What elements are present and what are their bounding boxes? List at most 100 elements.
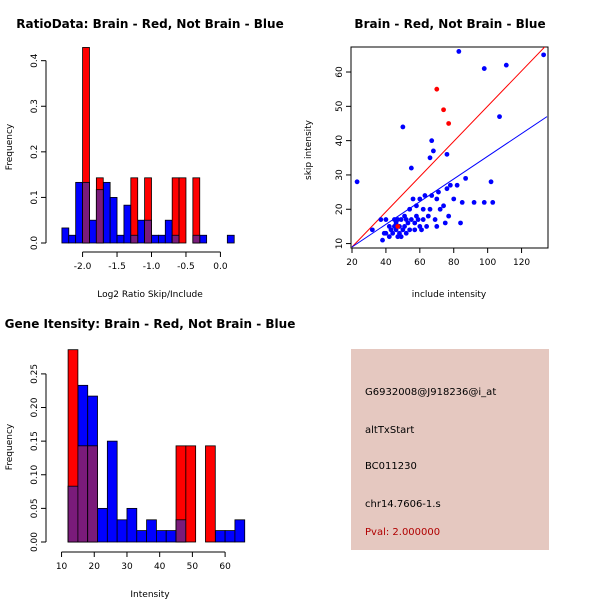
scatter-point-not-brain [424, 224, 430, 229]
scatter-point-brain [434, 86, 440, 92]
scatter-point-not-brain [412, 227, 418, 233]
histogram-bar-not-brain [156, 530, 167, 543]
ratio-histogram-ylabel: Frequency [5, 123, 15, 170]
histogram-bar-not-brain [146, 519, 157, 543]
scatter-point-not-brain [383, 230, 389, 236]
scatter-point-not-brain [434, 196, 440, 202]
ratio-histogram-x-tick-label: 0.0 [213, 262, 228, 272]
histogram-bar-not-brain [109, 197, 118, 244]
ratio-histogram-x-tick-label: -1.0 [143, 262, 161, 272]
scatter-point-not-brain [407, 206, 413, 212]
histogram-bar-not-brain [116, 234, 125, 244]
histogram-bar-not-brain [157, 234, 166, 244]
histogram-bar-not-brain [234, 519, 246, 543]
scatter-point-brain [395, 224, 401, 229]
intensity-scatter-y-tick-label: 50 [335, 100, 345, 112]
scatter-point-not-brain [405, 220, 411, 226]
intensity-scatter-y-tick-label: 20 [335, 203, 345, 215]
scatter-point-not-brain [420, 217, 426, 222]
scatter-point-not-brain [497, 114, 502, 120]
histogram-bar-brain [185, 445, 197, 543]
histogram-bar-overlap [77, 445, 89, 543]
scatter-point-not-brain [398, 217, 404, 222]
scatter-point-not-brain [395, 217, 401, 222]
scatter-point-not-brain [415, 217, 421, 222]
histogram-bar-brain [192, 177, 201, 244]
histogram-bar-not-brain [126, 507, 138, 543]
scatter-point-not-brain [451, 196, 457, 202]
histogram-bar-overlap [171, 234, 180, 244]
scatter-point-not-brain [490, 199, 496, 205]
intensity-scatter-x-tick-label: 100 [479, 258, 496, 268]
ratio-histogram-xlabel: Log2 Ratio Skip/Include [97, 290, 203, 300]
scatter-point-not-brain [408, 217, 414, 222]
scatter-point-not-brain [427, 206, 433, 212]
histogram-bar-not-brain [137, 219, 146, 244]
gene-intensity-histogram: Gene Itensity: Brain - Red, Not Brain - … [5, 317, 296, 600]
ratio-histogram-title: RatioData: Brain - Red, Not Brain - Blue [16, 17, 283, 31]
histogram-bar-overlap [144, 219, 152, 244]
ratio-histogram-y-tick-label: 0.0 [30, 236, 40, 251]
scatter-point-not-brain [456, 49, 462, 54]
scatter-point-not-brain [481, 66, 487, 71]
scatter-point-not-brain [458, 220, 463, 226]
scatter-point-not-brain [444, 151, 450, 157]
scatter-point-not-brain [383, 217, 389, 222]
histogram-bar-not-brain [136, 530, 147, 543]
histogram-bar-not-brain [164, 219, 173, 244]
scatter-point-not-brain [471, 199, 477, 205]
histogram-bar-not-brain [75, 181, 83, 244]
scatter-point-not-brain [434, 224, 440, 229]
histogram-bar-brain [130, 177, 139, 244]
fit-line-red [351, 47, 546, 248]
location-text: chr14.7606-1.s [365, 499, 441, 510]
scatter-point-not-brain [459, 199, 465, 205]
intensity-scatter-y-tick-label: 40 [335, 135, 345, 147]
histogram-bar-brain [171, 177, 180, 244]
histogram-bar-not-brain [61, 227, 70, 244]
histogram-bar-overlap [192, 234, 201, 244]
info-panel: G6932008@J918236@i_at altTxStart BC01123… [351, 349, 549, 550]
ratio-histogram-y-tick-label: 0.4 [30, 53, 40, 68]
scatter-point-not-brain [446, 213, 452, 219]
histogram-bar-not-brain [102, 181, 111, 244]
scatter-point-brain [446, 121, 452, 126]
scatter-point-not-brain [400, 124, 406, 130]
fit-line-blue [351, 116, 548, 248]
histogram-bar-not-brain [224, 530, 236, 543]
scatter-point-not-brain [454, 182, 460, 188]
gene-intensity-histogram-x-tick-label: 30 [121, 562, 133, 572]
gene-intensity-histogram-xlabel: Intensity [130, 590, 170, 600]
ratio-histogram: RatioData: Brain - Red, Not Brain - Blue… [5, 17, 284, 300]
scatter-point-not-brain [425, 213, 431, 219]
gene-intensity-histogram-x-tick-label: 50 [187, 562, 199, 572]
gene-intensity-histogram-y-tick-label: 0.05 [30, 498, 40, 518]
scatter-point-not-brain [436, 189, 441, 195]
scatter-point-not-brain [429, 193, 435, 198]
histogram-bar-overlap [67, 485, 79, 543]
scatter-point-not-brain [414, 203, 419, 209]
gene-intensity-histogram-x-tick-label: 20 [89, 562, 101, 572]
histogram-bar-not-brain [214, 530, 226, 543]
scatter-point-not-brain [429, 138, 435, 144]
scatter-point-not-brain [430, 148, 436, 154]
scatter-point-not-brain [390, 230, 396, 236]
intensity-scatter-x-tick-label: 20 [346, 258, 358, 268]
histogram-bar-overlap [175, 519, 187, 543]
histogram-bar-not-brain [89, 219, 97, 244]
scatter-point-not-brain [354, 179, 360, 185]
scatter-point-not-brain [437, 206, 443, 212]
intensity-scatter-title: Brain - Red, Not Brain - Blue [354, 17, 545, 31]
scatter-point-not-brain [541, 52, 547, 58]
scatter-point-not-brain [432, 217, 438, 222]
histogram-bar-overlap [130, 234, 139, 244]
scatter-point-not-brain [417, 196, 423, 202]
histogram-bar-brain [178, 177, 187, 244]
scatter-point-brain [441, 107, 446, 113]
gene-intensity-histogram-y-tick-label: 0.20 [30, 397, 40, 417]
intensity-scatter-xlabel: include intensity [412, 290, 487, 300]
intensity-scatter-y-tick-label: 30 [335, 169, 345, 181]
gene-intensity-histogram-x-tick-label: 40 [154, 562, 166, 572]
scatter-point-not-brain [427, 155, 433, 161]
scatter-point-not-brain [503, 62, 509, 68]
